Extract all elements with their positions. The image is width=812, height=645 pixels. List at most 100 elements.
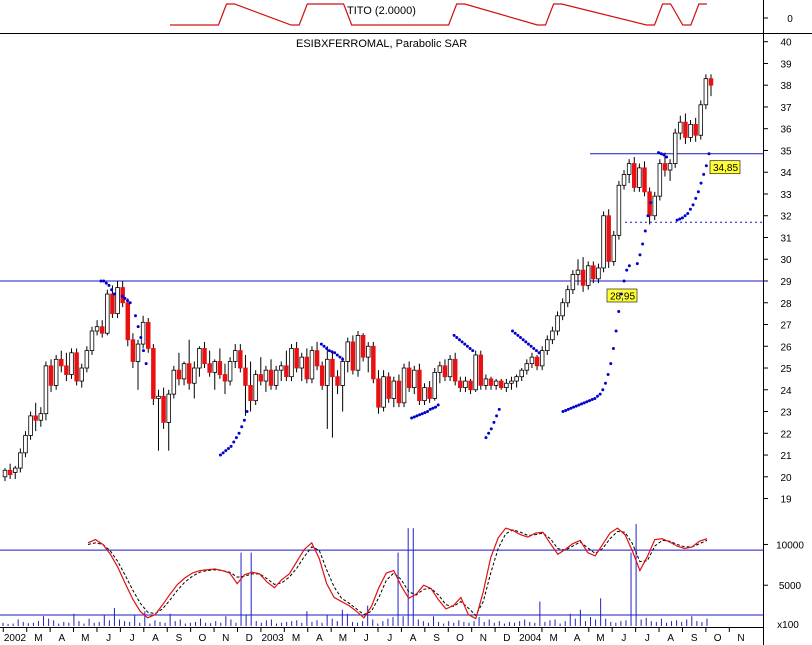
candle-body bbox=[84, 350, 90, 369]
sar-dot bbox=[513, 331, 517, 335]
sar-dot bbox=[641, 242, 645, 246]
candle-body bbox=[703, 78, 709, 106]
candle-body bbox=[693, 123, 698, 136]
x-tick-label: D bbox=[246, 633, 253, 644]
candle-body bbox=[258, 374, 264, 382]
sar-dot bbox=[434, 405, 438, 409]
sar-dot bbox=[662, 153, 666, 157]
sar-dot bbox=[580, 402, 584, 406]
candle-body bbox=[632, 163, 637, 188]
sar-dot bbox=[683, 214, 687, 218]
candle-body bbox=[140, 321, 146, 345]
candle-body bbox=[227, 361, 233, 382]
sar-dot bbox=[635, 262, 639, 266]
sar-dot bbox=[221, 451, 225, 455]
candle-body bbox=[212, 361, 217, 373]
sar-dot bbox=[646, 214, 650, 218]
sar-dot bbox=[240, 425, 244, 429]
candle-body bbox=[642, 167, 647, 193]
candle-body bbox=[330, 358, 335, 378]
sar-dot bbox=[418, 413, 422, 417]
candle-body bbox=[386, 376, 391, 399]
candle-body bbox=[304, 356, 310, 380]
sar-dot bbox=[325, 346, 329, 350]
candle-body bbox=[115, 287, 120, 315]
sar-dot bbox=[319, 342, 323, 346]
sar-dot bbox=[534, 349, 538, 353]
sar-dot bbox=[678, 217, 682, 221]
sar-dot bbox=[128, 301, 132, 305]
sar-dot bbox=[330, 350, 334, 354]
candle-body bbox=[23, 435, 28, 454]
candle-body bbox=[499, 380, 504, 388]
sar-dot bbox=[327, 349, 331, 353]
sar-dot bbox=[460, 340, 464, 344]
sar-dot bbox=[611, 346, 615, 350]
price-callout-label: 28,95 bbox=[610, 292, 635, 303]
price-y-tick-label: 21 bbox=[780, 451, 792, 462]
volume-y-tick-label: 5000 bbox=[779, 581, 802, 592]
candle-body bbox=[596, 267, 601, 280]
sar-dot bbox=[619, 292, 623, 296]
candle-body bbox=[335, 376, 340, 386]
candle-body bbox=[166, 393, 171, 423]
price-y-tick-label: 19 bbox=[780, 495, 792, 506]
sar-dot bbox=[423, 411, 427, 415]
candle-body bbox=[458, 380, 463, 388]
candle-body bbox=[192, 367, 197, 384]
candle-body bbox=[678, 121, 683, 134]
sar-dot bbox=[657, 151, 661, 155]
candle-body bbox=[151, 348, 156, 399]
sar-dot bbox=[526, 342, 530, 346]
sar-dot bbox=[224, 449, 228, 453]
candle-body bbox=[33, 415, 38, 421]
candle-body bbox=[381, 376, 386, 408]
candle-body bbox=[110, 293, 115, 315]
sar-dot bbox=[638, 253, 642, 257]
volume-y-tick-label: 10000 bbox=[776, 540, 804, 551]
candle-body bbox=[412, 369, 417, 388]
sar-dot bbox=[123, 296, 127, 300]
x-tick-label: N bbox=[480, 633, 487, 644]
candle-body bbox=[478, 354, 484, 386]
sar-dot bbox=[495, 414, 499, 418]
candle-body bbox=[294, 348, 299, 369]
sar-dot bbox=[431, 406, 435, 410]
sar-dot bbox=[627, 264, 631, 268]
price-y-tick-label: 35 bbox=[780, 146, 792, 157]
x-tick-label: M bbox=[81, 633, 89, 644]
tito-title: TITO (2.0000) bbox=[347, 5, 416, 17]
candle-body bbox=[698, 104, 704, 136]
candle-body bbox=[48, 365, 54, 386]
candle-body bbox=[437, 365, 443, 373]
price-y-tick-label: 27 bbox=[780, 321, 792, 332]
candle-body bbox=[606, 215, 611, 262]
candle-body bbox=[28, 415, 33, 436]
x-tick-label: J bbox=[387, 633, 392, 644]
candle-body bbox=[683, 121, 688, 138]
sar-dot bbox=[694, 196, 698, 200]
sar-dot bbox=[410, 416, 414, 420]
candle-body bbox=[545, 339, 550, 352]
sar-dot bbox=[702, 172, 706, 176]
candle-body bbox=[243, 367, 248, 386]
candle-body bbox=[376, 378, 381, 408]
candle-body bbox=[396, 380, 402, 404]
candle-body bbox=[534, 356, 540, 367]
candle-body bbox=[391, 380, 397, 399]
sar-dot bbox=[691, 203, 695, 207]
sar-dot bbox=[110, 288, 114, 292]
price-y-tick-label: 26 bbox=[780, 342, 792, 353]
x-axis: 2002 M A M J J A S O N D 2003 M A M J J A S O N D 2004 M A M J J A S O… bbox=[2, 627, 745, 644]
x-tick-label: D bbox=[503, 633, 510, 644]
price-y-tick-label: 23 bbox=[780, 408, 792, 419]
candle-body bbox=[181, 363, 187, 380]
price-callout-label: 34,85 bbox=[713, 163, 738, 174]
candle-body bbox=[38, 413, 44, 421]
sar-dot bbox=[492, 420, 496, 424]
x-tick-label: 2004 bbox=[519, 633, 542, 644]
x-tick-label: O bbox=[714, 633, 722, 644]
sar-dot bbox=[707, 152, 711, 156]
candle-body bbox=[447, 358, 453, 378]
